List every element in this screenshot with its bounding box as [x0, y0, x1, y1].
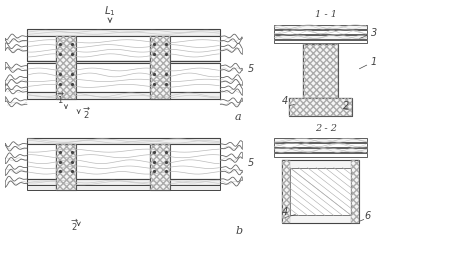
- Text: 4: 4: [282, 96, 288, 106]
- Bar: [274, 40, 367, 44]
- Bar: [27, 64, 220, 93]
- Text: $\overrightarrow{1}$: $\overrightarrow{1}$: [57, 90, 65, 106]
- Text: 3: 3: [371, 28, 377, 38]
- Text: 5: 5: [248, 157, 254, 167]
- Bar: [274, 31, 367, 35]
- Bar: [27, 93, 220, 100]
- Bar: [27, 180, 220, 185]
- Text: $\overrightarrow{2}$: $\overrightarrow{2}$: [71, 217, 79, 232]
- Bar: [27, 139, 220, 145]
- Text: 2 - 2: 2 - 2: [315, 124, 337, 133]
- Bar: [274, 26, 367, 30]
- Bar: [351, 160, 359, 224]
- Text: 1 - 1: 1 - 1: [315, 10, 337, 19]
- Bar: [274, 144, 367, 148]
- Bar: [150, 145, 170, 190]
- Bar: [27, 185, 220, 190]
- Bar: [282, 160, 290, 224]
- Bar: [150, 37, 170, 100]
- Bar: [290, 168, 351, 216]
- Bar: [303, 45, 337, 99]
- Bar: [150, 145, 170, 190]
- Text: $\overrightarrow{2}$: $\overrightarrow{2}$: [82, 105, 91, 120]
- Text: 6: 6: [364, 211, 370, 220]
- Bar: [289, 99, 352, 116]
- Text: $L_1$: $L_1$: [104, 4, 116, 18]
- Text: 1: 1: [371, 57, 377, 67]
- Text: a: a: [235, 111, 242, 121]
- Bar: [56, 145, 76, 190]
- Text: 4: 4: [282, 206, 288, 216]
- Bar: [27, 30, 220, 37]
- Bar: [150, 37, 170, 100]
- Bar: [303, 45, 337, 99]
- Bar: [274, 36, 367, 39]
- Bar: [27, 145, 220, 180]
- Bar: [56, 37, 76, 100]
- Text: 5: 5: [248, 64, 254, 74]
- Bar: [274, 139, 367, 142]
- Bar: [27, 37, 220, 62]
- Bar: [282, 160, 359, 224]
- Bar: [56, 145, 76, 190]
- Bar: [289, 99, 352, 116]
- Bar: [274, 148, 367, 152]
- Text: b: b: [235, 225, 242, 235]
- Bar: [274, 153, 367, 157]
- Bar: [56, 37, 76, 100]
- Text: 2: 2: [343, 101, 349, 110]
